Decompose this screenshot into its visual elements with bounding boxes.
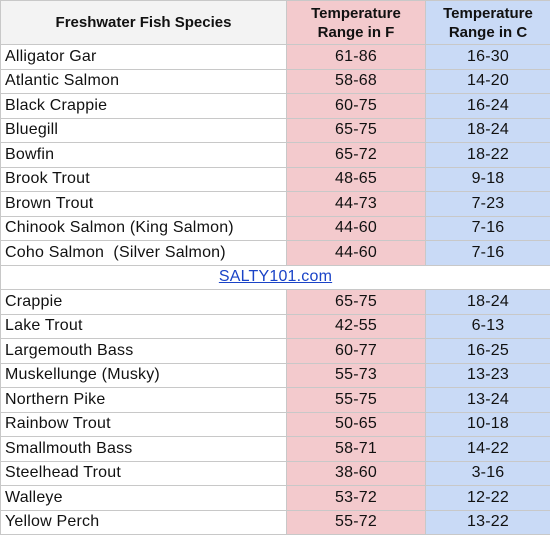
species-name: Largemouth Bass — [1, 339, 287, 364]
species-name: Northern Pike — [1, 388, 287, 413]
temp-c-value: 3-16 — [426, 461, 550, 486]
temp-f-value: 60-75 — [287, 94, 426, 119]
temp-c-value: 14-22 — [426, 437, 550, 462]
species-name: Rainbow Trout — [1, 412, 287, 437]
temp-c-value: 12-22 — [426, 486, 550, 511]
species-name: Walleye — [1, 486, 287, 511]
fahrenheit-column-header: Temperature Range in F — [287, 1, 426, 45]
temp-c-value: 13-24 — [426, 388, 550, 413]
watermark-link[interactable]: SALTY101.com — [219, 268, 332, 285]
species-name: Bluegill — [1, 118, 287, 143]
header-row: Freshwater Fish Species Temperature Rang… — [1, 1, 550, 45]
temp-c-value: 7-23 — [426, 192, 550, 217]
temp-f-value: 38-60 — [287, 461, 426, 486]
temp-c-value: 13-22 — [426, 510, 550, 535]
temp-c-value: 16-24 — [426, 94, 550, 119]
species-name: Lake Trout — [1, 314, 287, 339]
temp-f-value: 55-73 — [287, 363, 426, 388]
species-name: Brown Trout — [1, 192, 287, 217]
species-name: Chinook Salmon (King Salmon) — [1, 216, 287, 241]
temp-f-value: 58-71 — [287, 437, 426, 462]
species-name: Atlantic Salmon — [1, 69, 287, 94]
temp-c-value: 16-25 — [426, 339, 550, 364]
temp-c-value: 18-22 — [426, 143, 550, 168]
temp-c-value: 18-24 — [426, 290, 550, 315]
species-name: Muskellunge (Musky) — [1, 363, 287, 388]
temp-c-value: 7-16 — [426, 241, 550, 266]
watermark-row: SALTY101.com — [1, 265, 550, 290]
watermark-cell: SALTY101.com — [1, 265, 550, 290]
species-name: Crappie — [1, 290, 287, 315]
species-name: Brook Trout — [1, 167, 287, 192]
temp-c-value: 7-16 — [426, 216, 550, 241]
temp-f-value: 44-60 — [287, 241, 426, 266]
temp-f-value: 65-75 — [287, 290, 426, 315]
temp-c-value: 9-18 — [426, 167, 550, 192]
temp-f-value: 53-72 — [287, 486, 426, 511]
temp-f-value: 44-73 — [287, 192, 426, 217]
temp-f-value: 55-72 — [287, 510, 426, 535]
temp-f-value: 58-68 — [287, 69, 426, 94]
temp-f-value: 61-86 — [287, 45, 426, 70]
temp-f-value: 50-65 — [287, 412, 426, 437]
species-name: Alligator Gar — [1, 45, 287, 70]
species-name: Bowfin — [1, 143, 287, 168]
temp-f-value: 48-65 — [287, 167, 426, 192]
species-column-header: Freshwater Fish Species — [1, 1, 287, 45]
temp-c-value: 10-18 — [426, 412, 550, 437]
species-name: Black Crappie — [1, 94, 287, 119]
species-name: Coho Salmon (Silver Salmon) — [1, 241, 287, 266]
temp-f-value: 65-72 — [287, 143, 426, 168]
temp-c-value: 14-20 — [426, 69, 550, 94]
species-name: Steelhead Trout — [1, 461, 287, 486]
temp-c-value: 18-24 — [426, 118, 550, 143]
species-name: Smallmouth Bass — [1, 437, 287, 462]
temp-c-value: 16-30 — [426, 45, 550, 70]
temp-f-value: 55-75 — [287, 388, 426, 413]
temp-c-value: 13-23 — [426, 363, 550, 388]
species-name: Yellow Perch — [1, 510, 287, 535]
temp-f-value: 60-77 — [287, 339, 426, 364]
temp-f-value: 44-60 — [287, 216, 426, 241]
temp-f-value: 65-75 — [287, 118, 426, 143]
celsius-column-header: Temperature Range in C — [426, 1, 550, 45]
temp-f-value: 42-55 — [287, 314, 426, 339]
temp-c-value: 6-13 — [426, 314, 550, 339]
